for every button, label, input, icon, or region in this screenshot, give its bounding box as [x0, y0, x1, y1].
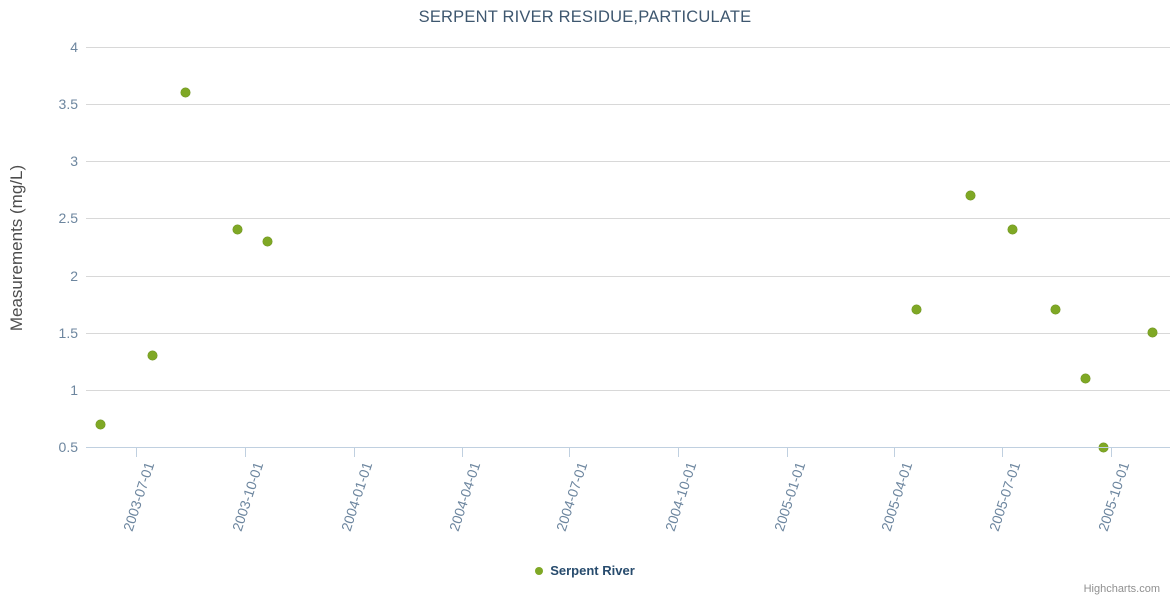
gridline	[86, 47, 1170, 48]
x-axis-tick	[893, 447, 895, 457]
x-axis-tick-label: 2005-01-01	[771, 460, 809, 534]
x-axis-tick-label: 2005-07-01	[985, 460, 1023, 534]
x-axis-tick-label: 2003-10-01	[228, 460, 266, 534]
x-axis-tick-label: 2004-04-01	[445, 460, 483, 534]
data-point[interactable]	[181, 88, 190, 98]
data-point[interactable]	[95, 419, 105, 429]
x-axis-tick	[244, 447, 246, 457]
x-axis-tick	[569, 447, 571, 457]
gridline	[86, 104, 1170, 106]
gridline	[86, 332, 1170, 334]
x-axis-tick	[787, 447, 789, 457]
x-axis-tick	[135, 447, 137, 457]
y-axis-title: Measurements (mg/L)	[4, 48, 30, 448]
gridline	[86, 218, 1170, 220]
data-point[interactable]	[262, 236, 272, 246]
x-axis-tick	[461, 447, 463, 457]
legend-item[interactable]: Serpent River	[535, 563, 635, 578]
gridline	[86, 275, 1170, 277]
legend-marker-icon	[535, 566, 544, 575]
chart-title: SERPENT RIVER RESIDUE,PARTICULATE	[418, 8, 752, 26]
x-axis-tick-label: 2004-07-01	[553, 460, 591, 534]
x-axis-tick	[1110, 447, 1112, 457]
highcharts-credits[interactable]: Highcharts.com	[1083, 583, 1160, 595]
x-axis-tick-label: 2004-10-01	[662, 460, 700, 534]
data-point[interactable]	[1081, 373, 1091, 383]
data-point[interactable]	[1050, 305, 1060, 315]
data-point[interactable]	[147, 351, 157, 361]
x-axis-tick	[1001, 447, 1003, 457]
y-axis-title-label: Measurements (mg/L)	[7, 164, 26, 332]
x-axis-line	[86, 447, 1170, 448]
data-point[interactable]	[1147, 328, 1157, 338]
data-point[interactable]	[233, 225, 243, 235]
data-point[interactable]	[911, 305, 921, 315]
x-axis-tick	[353, 447, 355, 457]
data-point[interactable]	[966, 191, 976, 201]
x-axis-tick	[678, 447, 680, 457]
chart-legend: Serpent River	[0, 563, 1170, 578]
x-axis-tick-label: 2004-01-01	[337, 460, 375, 534]
plot-area	[86, 47, 1170, 452]
x-axis-tick-label: 2003-07-01	[119, 460, 157, 534]
gridline	[86, 161, 1170, 163]
x-axis-tick-label: 2005-04-01	[877, 460, 916, 534]
data-point[interactable]	[1007, 225, 1017, 235]
x-axis-tick-label: 2005-10-01	[1094, 460, 1132, 534]
legend-item-label: Serpent River	[550, 563, 635, 578]
gridline	[86, 389, 1170, 391]
